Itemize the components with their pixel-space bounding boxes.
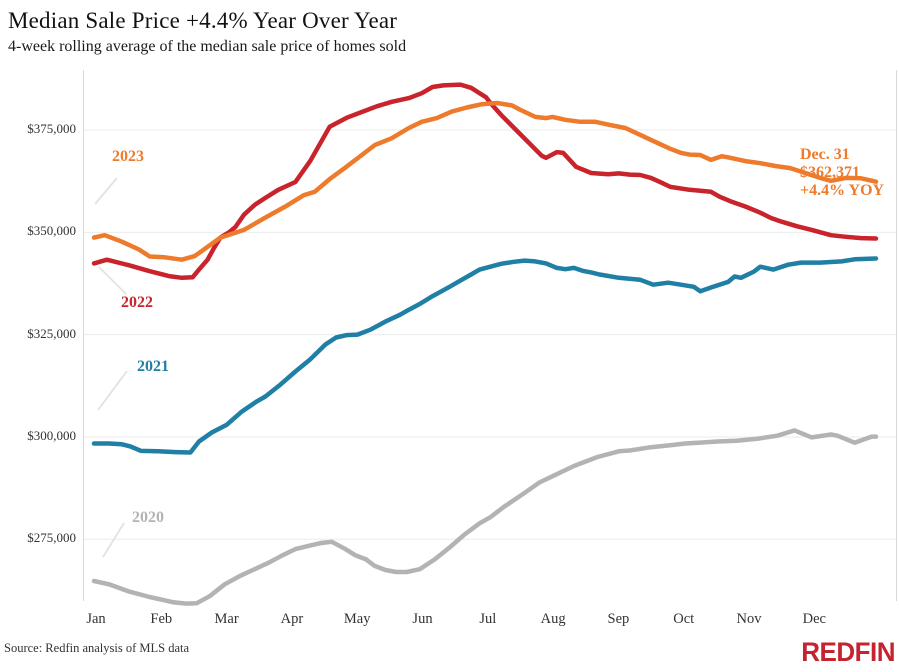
x-axis-tick-label: Nov [736,611,762,627]
y-axis-tick-label: $350,000 [27,223,76,239]
x-axis-tick-label: Dec [802,611,826,627]
x-axis-tick-label: Jan [86,611,106,627]
series-label-2023: 2023 [112,148,144,165]
series-line-2020 [91,428,879,606]
x-axis-tick-label: Sep [607,611,630,627]
x-axis-tick-label: May [343,611,371,627]
label-leader-line [94,177,118,205]
x-axis-tick-label: Jun [412,611,433,627]
redfin-logo: REDFIN [801,636,895,668]
series-label-2022: 2022 [121,294,153,311]
label-leader-line [102,522,125,558]
y-axis-tick-label: $275,000 [27,530,76,546]
x-axis-tick-label: Jul [479,611,497,627]
page-title: Median Sale Price +4.4% Year Over Year [8,8,398,33]
source-note: Source: Redfin analysis of MLS data [4,641,190,655]
x-axis-tick-label: Aug [540,611,566,627]
series-label-2021: 2021 [137,358,169,375]
y-axis-tick-label: $325,000 [27,325,76,341]
label-leader-line [98,266,127,295]
annotation-line: Dec. 31 [800,146,850,163]
x-axis-tick-label: Feb [150,611,173,627]
label-leader-line [97,370,128,411]
x-axis-tick-label: Oct [673,611,695,627]
x-axis-tick-label: Apr [280,611,304,627]
y-axis-tick-label: $300,000 [27,427,76,443]
y-axis-tick-label: $375,000 [27,121,76,136]
series-label-2020: 2020 [132,509,164,526]
annotation-line: +4.4% YOY [800,182,885,199]
x-axis-tick-label: Mar [214,611,239,627]
page-subtitle: 4-week rolling average of the median sal… [8,38,407,55]
series-line-2023 [91,100,879,262]
series-line-2021 [91,256,879,455]
series-line-2022 [91,82,879,281]
